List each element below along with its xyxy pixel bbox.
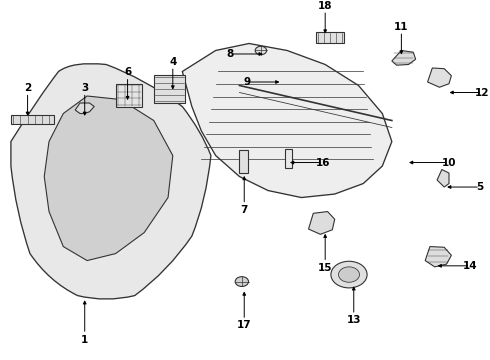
PathPatch shape bbox=[11, 64, 211, 299]
Circle shape bbox=[339, 267, 360, 282]
Circle shape bbox=[235, 277, 248, 287]
Polygon shape bbox=[428, 68, 451, 87]
Text: 17: 17 bbox=[237, 320, 251, 330]
FancyBboxPatch shape bbox=[11, 115, 54, 124]
FancyBboxPatch shape bbox=[116, 84, 142, 107]
Circle shape bbox=[331, 261, 367, 288]
Polygon shape bbox=[437, 170, 449, 187]
Circle shape bbox=[255, 46, 267, 55]
Text: 13: 13 bbox=[346, 315, 361, 325]
Text: 8: 8 bbox=[226, 49, 234, 59]
Text: 7: 7 bbox=[241, 205, 248, 215]
Polygon shape bbox=[75, 103, 94, 113]
FancyBboxPatch shape bbox=[240, 150, 248, 173]
Text: 18: 18 bbox=[318, 1, 332, 11]
PathPatch shape bbox=[182, 44, 392, 198]
Polygon shape bbox=[425, 247, 451, 267]
Text: 2: 2 bbox=[24, 83, 31, 93]
Text: 14: 14 bbox=[463, 261, 478, 271]
Polygon shape bbox=[392, 50, 416, 65]
PathPatch shape bbox=[44, 96, 173, 261]
Text: 16: 16 bbox=[316, 158, 330, 167]
Text: 1: 1 bbox=[81, 335, 88, 345]
Text: 15: 15 bbox=[318, 262, 332, 273]
Polygon shape bbox=[309, 212, 335, 234]
Text: 6: 6 bbox=[124, 67, 131, 77]
Text: 3: 3 bbox=[81, 83, 88, 93]
Text: 11: 11 bbox=[394, 22, 409, 32]
FancyBboxPatch shape bbox=[285, 149, 293, 168]
Text: 4: 4 bbox=[169, 57, 176, 67]
FancyBboxPatch shape bbox=[316, 32, 344, 44]
FancyBboxPatch shape bbox=[154, 75, 185, 103]
Text: 9: 9 bbox=[243, 77, 250, 87]
Text: 5: 5 bbox=[476, 182, 484, 192]
Text: 10: 10 bbox=[442, 158, 456, 167]
Text: 12: 12 bbox=[475, 87, 490, 98]
